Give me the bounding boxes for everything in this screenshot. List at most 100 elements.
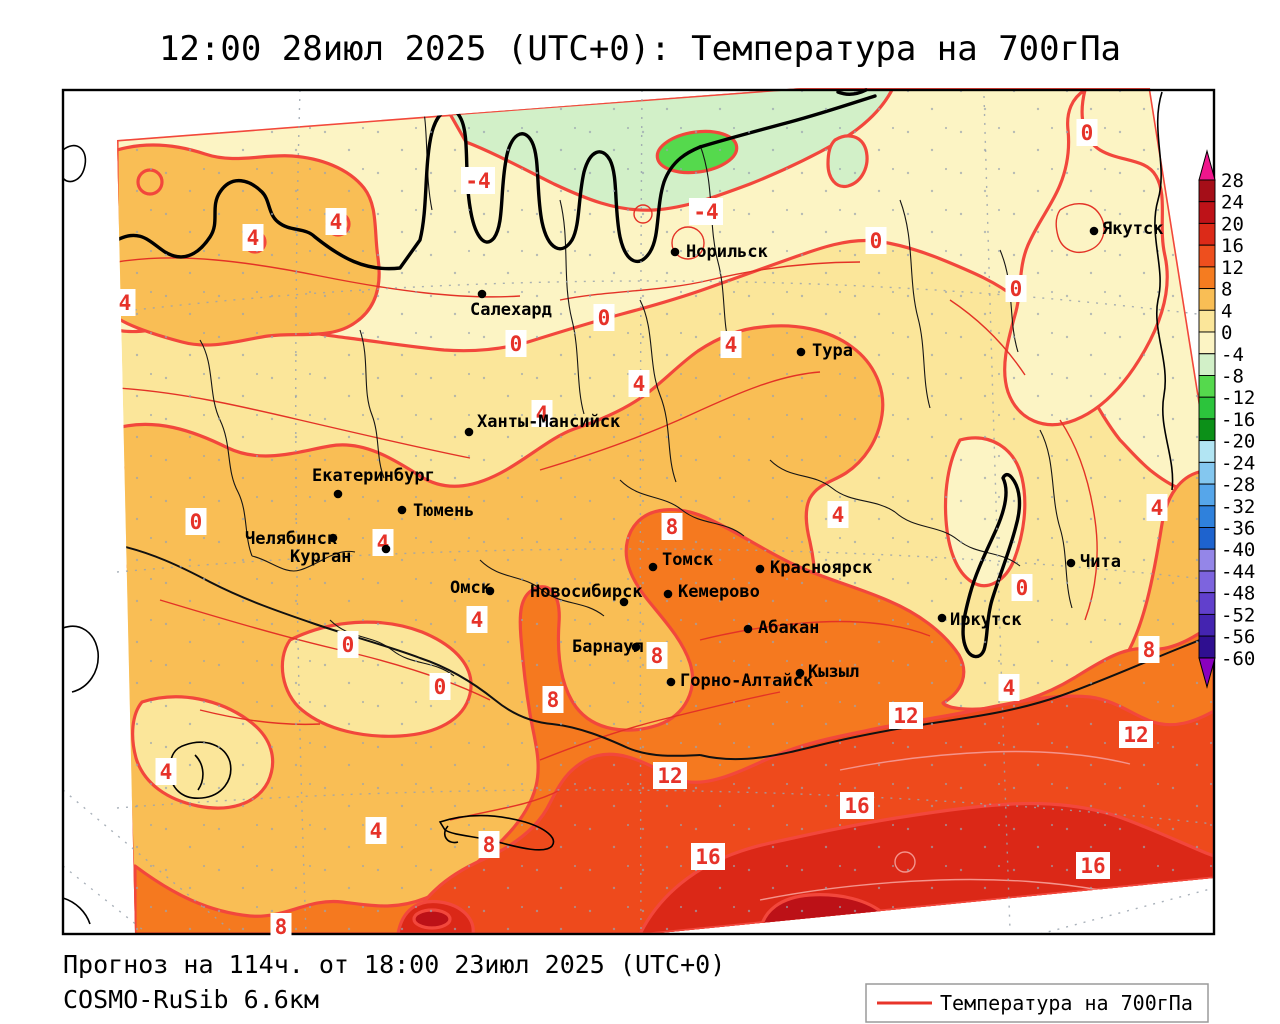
colorbar-cell [1199,636,1215,658]
svg-text:0: 0 [434,675,447,699]
colorbar-tick-label: -12 [1221,387,1255,409]
colorbar-tick-label: -16 [1221,409,1255,431]
colorbar-tick-label: -52 [1221,604,1255,626]
city-marker: Норильск [671,242,768,262]
svg-text:0: 0 [510,332,523,356]
contour-label: 4 [629,370,650,397]
city-marker: Кемерово [664,582,760,602]
city-dot [649,563,658,572]
colorbar-cell [1199,614,1215,636]
city-dot [797,348,806,357]
colorbar-cell [1199,376,1215,398]
city-marker: Иркутск [938,610,1022,630]
contour-label: -4 [689,198,723,225]
contour-label: 0 [1006,275,1027,302]
svg-text:12: 12 [1123,723,1148,747]
city-dot [744,625,753,634]
svg-text:8: 8 [1143,638,1156,662]
city-name: Томск [662,550,713,570]
city-name: Кемерово [678,582,760,602]
city-name: Абакан [758,618,819,638]
city-dot [938,614,947,623]
city-name: Ханты-Мансийск [477,412,620,432]
contour-label: 8 [662,513,683,540]
city-dot [382,545,391,554]
city-dot [664,590,673,599]
colorbar-tick-label: -56 [1221,626,1255,648]
svg-text:-4: -4 [693,200,718,224]
forecast-info-line: Прогноз на 114ч. от 18:00 23июл 2025 (UT… [63,950,725,979]
svg-text:4: 4 [370,819,383,843]
contour-label: 8 [479,831,500,858]
svg-text:-4: -4 [465,169,490,193]
svg-text:8: 8 [275,915,288,939]
svg-text:4: 4 [471,608,484,632]
city-dot [465,428,474,437]
svg-text:4: 4 [160,760,173,784]
colorbar-tick-label: -48 [1221,583,1255,605]
colorbar-cell [1199,180,1215,202]
city-name: Чита [1080,552,1121,572]
svg-text:4: 4 [119,291,132,315]
svg-text:8: 8 [483,833,496,857]
city-name: Тура [812,341,853,361]
colorbar-cell [1199,332,1215,354]
colorbar-tick-label: 4 [1221,300,1232,322]
contour-label: 4 [326,208,347,235]
city-name: Кызыл [808,662,859,682]
legend-label: Температура на 700гПа [940,991,1193,1015]
city-name: Якутск [1102,219,1163,239]
city-dot [1090,227,1099,236]
colorbar-cell [1199,289,1215,311]
city-dot [756,565,765,574]
colorbar-cell [1199,441,1215,463]
colorbar-cell [1199,354,1215,376]
city-marker: Горно-Алтайск [667,671,813,691]
city-name: Тюмень [413,501,474,521]
colorbar-tick-labels: 2824201612840-4-8-12-16-20-24-28-32-36-4… [1221,170,1255,670]
contour-label: 12 [1119,721,1153,748]
city-name: Горно-Алтайск [680,671,813,691]
contour-label: 8 [543,686,564,713]
colorbar-tick-label: 20 [1221,213,1244,235]
colorbar-cell [1199,245,1215,267]
legend: Температура на 700гПа [866,984,1208,1022]
colorbar-tick-label: -36 [1221,518,1255,540]
colorbar-cells [1199,180,1215,658]
svg-text:4: 4 [1151,496,1164,520]
city-name: Омск [450,578,491,598]
svg-text:0: 0 [1010,277,1023,301]
contour-label: 4 [828,501,849,528]
svg-text:0: 0 [1016,576,1029,600]
contour-label: 12 [889,702,923,729]
svg-text:4: 4 [832,503,845,527]
colorbar-cell [1199,506,1215,528]
city-name: Норильск [686,242,768,262]
city-name: Салехард [470,300,552,320]
colorbar-tick-label: 28 [1221,170,1244,192]
colorbar-cell [1199,419,1215,441]
colorbar-cell [1199,397,1215,419]
contour-label: 4 [721,331,742,358]
city-name: Курган [290,547,351,567]
contour-label: 16 [691,843,725,870]
contour-label: 0 [1077,119,1098,146]
colorbar-cell [1199,202,1215,224]
city-dot [478,290,487,299]
svg-text:4: 4 [330,210,343,234]
colorbar-tick-label: -28 [1221,474,1255,496]
city-dot [667,678,676,687]
colorbar-tick-label: -8 [1221,366,1244,388]
svg-text:4: 4 [633,372,646,396]
colorbar-tick-label: 8 [1221,279,1232,301]
colorbar-tick-label: -20 [1221,431,1255,453]
city-marker: Барнаул [572,637,644,657]
contour-label: 4 [999,674,1020,701]
svg-text:0: 0 [870,229,883,253]
city-marker: Челябинск [245,529,337,549]
colorbar-cell [1199,462,1215,484]
colorbar-cell [1199,528,1215,550]
svg-text:16: 16 [695,845,720,869]
contour-label: 12 [653,762,687,789]
colorbar: 2824201612840-4-8-12-16-20-24-28-32-36-4… [1199,151,1255,687]
